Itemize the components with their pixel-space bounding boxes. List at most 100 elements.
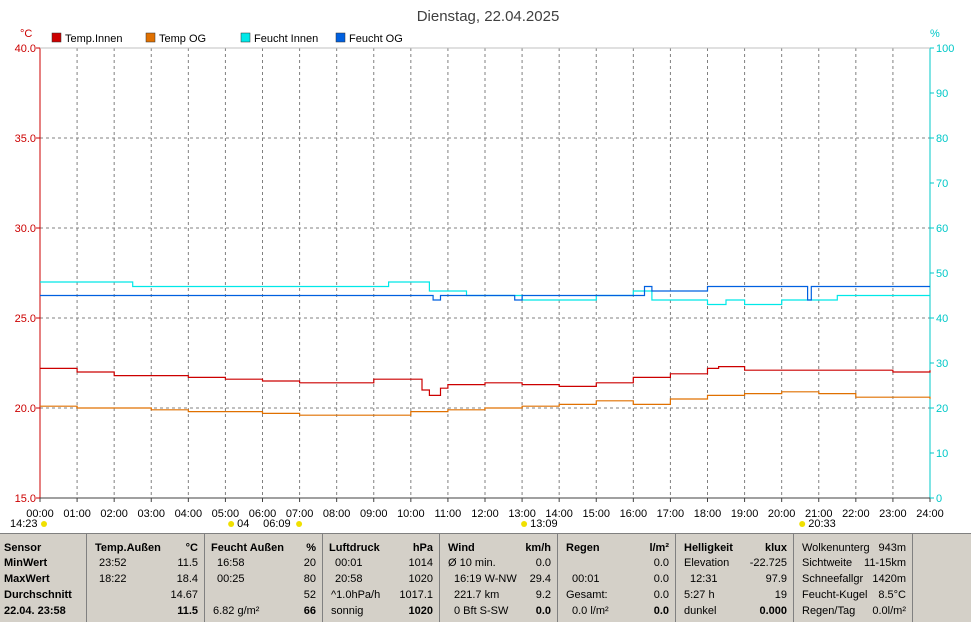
min-label: MinWert <box>4 557 48 569</box>
wind-max-time: 16:19 W-NW <box>454 573 517 585</box>
elevation-label: Elevation <box>684 557 730 569</box>
legend-swatch <box>240 32 251 43</box>
visibility-value: 11-15km <box>864 557 906 569</box>
chart-annotations: 14:23 04 06:09 13:09 20:33 <box>10 518 836 530</box>
x-tick-label: 03:00 <box>137 508 165 520</box>
x-tick-label: 13:00 <box>508 508 536 520</box>
x-tick-label: 02:00 <box>100 508 128 520</box>
series-line-1 <box>40 391 931 416</box>
legend-label: Feucht OG <box>349 33 403 45</box>
humidity-min-value: 20 <box>303 557 316 569</box>
pressure-header: Luftdruck <box>329 542 380 554</box>
y-right-tick-label: 30 <box>936 358 948 370</box>
max-label: MaxWert <box>4 573 50 585</box>
x-tick-label: 24:00 <box>916 508 944 520</box>
series-line-0 <box>40 366 931 396</box>
sensor-header: Sensor <box>4 542 42 554</box>
rain-total-label: Gesamt: <box>566 589 608 601</box>
temp-unit: °C <box>185 542 198 554</box>
humidity-avg-value: 52 <box>303 589 316 601</box>
chart-title: Dienstag, 22.04.2025 <box>417 8 560 25</box>
pressure-col: Luftdruck hPa 00:01 1014 20:58 1020 ^1.0hPa… <box>323 534 440 622</box>
series-line-2 <box>40 281 930 306</box>
x-tick-label: 10:00 <box>397 508 425 520</box>
pressure-max-time: 20:58 <box>335 573 363 585</box>
chart-legend: Temp.Innen Temp OG Feucht Innen Feucht OG <box>51 32 403 45</box>
extra-col: Wolkenunterg 943m Sichtweite 11-15km Schne… <box>794 534 913 622</box>
elevation-value: -22.725 <box>749 557 787 569</box>
x-tick-label: 06:00 <box>249 508 277 520</box>
legend-swatch <box>145 32 156 43</box>
x-tick-label: 15:00 <box>582 508 610 520</box>
y-right-tick-label: 50 <box>936 268 948 280</box>
brightness-header: Helligkeit <box>684 542 733 554</box>
right-axis-unit: % <box>930 28 940 40</box>
humidity-col: Feucht Außen% 16:58 20 00:25 80 52 6.82 g/… <box>205 534 323 622</box>
current-label: 22.04. 23:58 <box>4 605 66 617</box>
humidity-current-value: 66 <box>303 605 316 617</box>
y-right-tick-label: 20 <box>936 403 948 415</box>
annotation-label: 04 <box>237 518 249 530</box>
x-tick-label: 07:00 <box>286 508 314 520</box>
rain-total-value: 0.0 <box>653 589 669 601</box>
y-right-tick-label: 40 <box>936 313 948 325</box>
rain-time: 00:01 <box>572 573 600 585</box>
sensor-table: Sensor MinWert MaxWert Durchschnitt 22.0… <box>0 533 971 622</box>
x-tick-label: 20:00 <box>768 508 796 520</box>
wet-bulb-label: Feucht-Kugel <box>802 589 868 601</box>
rain-day-value: 0.0l/m² <box>872 605 906 617</box>
wind-unit: km/h <box>525 542 551 554</box>
sunshine-duration: 5:27 h <box>684 589 715 601</box>
brightness-current-value: 0.000 <box>759 605 787 617</box>
wind-mean-value: 9.2 <box>535 589 551 601</box>
chart-series <box>40 281 931 416</box>
pressure-current-value: 1020 <box>408 605 433 617</box>
wind-header: Wind <box>448 542 475 554</box>
temp-avg-value: 14.67 <box>170 589 198 601</box>
pressure-trend: ^1.0hPa/h <box>331 589 381 601</box>
chart-axes: 00:00 01:00 02:00 03:00 04:00 05:00 06:00 07:00… <box>15 43 955 520</box>
wind-col: Wind km/h Ø 10 min. 0.0 16:19 W-NW 29.4 221… <box>440 534 558 622</box>
y-left-tick-label: 25.0 <box>15 313 36 325</box>
temp-max-value: 18.4 <box>176 573 198 585</box>
rain-value-2: 0.0 <box>653 573 669 585</box>
wind-avg-label: Ø 10 min. <box>448 557 496 569</box>
y-right-tick-label: 10 <box>936 448 948 460</box>
sun-marker <box>228 521 235 527</box>
annotation-label: 20:33 <box>808 518 836 530</box>
x-tick-label: 11:00 <box>435 508 462 520</box>
weather-forecast: sonnig <box>331 605 364 617</box>
wind-current-value: 0.0 <box>535 605 551 617</box>
x-tick-label: 05:00 <box>212 508 240 520</box>
light-state: dunkel <box>684 605 717 617</box>
x-tick-label: 21:00 <box>805 508 833 520</box>
rain-current-value: 0.0 <box>653 605 669 617</box>
humidity-min-time: 16:58 <box>217 557 245 569</box>
y-left-tick-label: 35.0 <box>15 133 36 145</box>
brightness-max-time: 12:31 <box>690 573 718 585</box>
humidity-max-time: 00:25 <box>217 573 245 585</box>
x-tick-label: 17:00 <box>657 508 685 520</box>
left-axis-unit: °C <box>20 28 32 40</box>
annotation-label: 14:23 <box>10 518 38 530</box>
temp-header: Temp.Außen <box>95 542 161 554</box>
rain-day-label: Regen/Tag <box>802 605 856 617</box>
visibility-label: Sichtweite <box>802 557 853 569</box>
y-right-tick-label: 0 <box>936 493 942 505</box>
y-left-tick-label: 15.0 <box>15 493 36 505</box>
y-left-tick-label: 20.0 <box>15 403 36 415</box>
temp-min-value: 11.5 <box>177 557 198 569</box>
pressure-unit: hPa <box>412 542 433 554</box>
cloud-base-label: Wolkenunterg <box>802 542 870 554</box>
cloud-base-value: 943m <box>878 542 906 554</box>
x-tick-label: 14:00 <box>545 508 573 520</box>
pressure-min-time: 00:01 <box>335 557 363 569</box>
sun-marker <box>521 521 528 527</box>
humidity-header: Feucht Außen <box>211 542 284 554</box>
rain-amount: 0.0 l/m² <box>572 605 609 617</box>
sun-marker <box>296 521 303 527</box>
sun-marker <box>41 521 47 527</box>
humidity-unit: % <box>306 542 316 554</box>
snowline-value: 1420m <box>872 573 906 585</box>
x-tick-label: 23:00 <box>879 508 907 520</box>
